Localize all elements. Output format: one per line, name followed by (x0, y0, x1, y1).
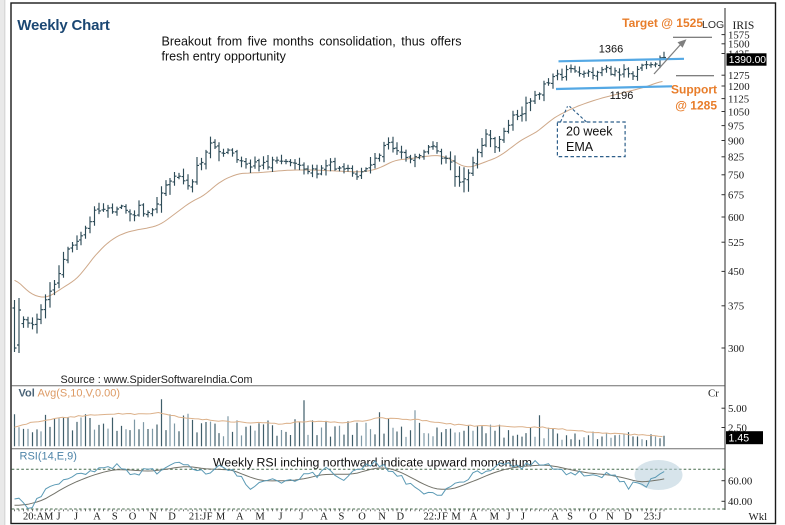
svg-text:21:J: 21:J (189, 512, 207, 523)
svg-text:RSI(14,E,9): RSI(14,E,9) (20, 450, 77, 462)
svg-text:675: 675 (728, 190, 744, 202)
svg-text:F: F (207, 512, 213, 523)
svg-text:1.45: 1.45 (729, 433, 750, 445)
svg-text:S: S (567, 512, 573, 523)
svg-text:300: 300 (728, 343, 744, 355)
svg-text:D: D (397, 512, 405, 523)
svg-text:fresh entry opportunity: fresh entry opportunity (162, 49, 287, 63)
svg-text:20:AM: 20:AM (23, 512, 54, 523)
svg-text:525: 525 (728, 237, 744, 249)
svg-text:1500: 1500 (728, 39, 750, 51)
svg-text:Vol: Vol (19, 388, 35, 400)
svg-text:J: J (300, 512, 304, 523)
svg-text:975: 975 (728, 120, 744, 132)
svg-text:1366: 1366 (599, 43, 623, 55)
svg-text:A: A (551, 512, 559, 523)
svg-text:1125: 1125 (728, 93, 749, 105)
svg-text:M: M (216, 512, 226, 523)
svg-text:O: O (358, 512, 366, 523)
svg-text:IRIS: IRIS (733, 20, 755, 32)
svg-text:600: 600 (728, 212, 744, 224)
svg-text:Breakout from five months cons: Breakout from five months consolidation,… (162, 34, 462, 48)
svg-text:M: M (451, 512, 461, 523)
svg-text:N: N (149, 512, 157, 523)
svg-text:1575: 1575 (728, 29, 750, 41)
svg-text:5.00: 5.00 (728, 403, 747, 415)
svg-text:Source : www.SpiderSoftwareInd: Source : www.SpiderSoftwareIndia.Com (61, 374, 253, 386)
svg-text:Avg(S,10,V,0.00): Avg(S,10,V,0.00) (38, 388, 121, 400)
svg-text:D: D (168, 512, 176, 523)
svg-text:D: D (624, 512, 632, 523)
svg-text:Support: Support (671, 83, 717, 97)
svg-text:40.00: 40.00 (728, 496, 752, 508)
svg-text:A: A (93, 512, 101, 523)
svg-text:450: 450 (728, 266, 744, 278)
svg-text:J: J (279, 512, 283, 523)
svg-text:Cr: Cr (708, 387, 719, 399)
svg-text:1050: 1050 (728, 106, 750, 118)
svg-text:Weekly Chart: Weekly Chart (17, 17, 110, 34)
svg-text:20 week: 20 week (566, 125, 613, 139)
svg-text:J: J (521, 512, 525, 523)
svg-text:1275: 1275 (728, 70, 750, 82)
svg-text:Wkl: Wkl (749, 511, 768, 523)
svg-text:M: M (490, 512, 500, 523)
svg-text:S: S (112, 512, 118, 523)
svg-text:825: 825 (728, 152, 744, 164)
svg-text:60.00: 60.00 (728, 476, 752, 488)
svg-text:S: S (338, 512, 344, 523)
svg-text:O: O (129, 512, 137, 523)
svg-text:Weekly RSI inching northward i: Weekly RSI inching northward indicate up… (213, 455, 532, 469)
svg-text:@ 1285: @ 1285 (675, 99, 717, 113)
svg-text:750: 750 (728, 170, 744, 182)
svg-text:A: A (470, 512, 478, 523)
svg-text:A: A (320, 512, 328, 523)
svg-text:Target @ 1525: Target @ 1525 (622, 16, 703, 30)
svg-text:F: F (442, 512, 448, 523)
svg-text:J: J (57, 512, 61, 523)
svg-text:N: N (378, 512, 386, 523)
svg-text:22:J: 22:J (424, 512, 442, 523)
svg-text:1196: 1196 (610, 90, 634, 102)
svg-text:1200: 1200 (728, 81, 750, 93)
svg-text:EMA: EMA (566, 140, 594, 154)
svg-text:A: A (236, 512, 244, 523)
svg-text:900: 900 (728, 135, 744, 147)
svg-text:J: J (74, 512, 78, 523)
svg-text:1390.00: 1390.00 (729, 55, 766, 66)
svg-text:M: M (255, 512, 265, 523)
svg-text:J: J (507, 512, 511, 523)
svg-text:375: 375 (728, 301, 744, 313)
svg-text:23:J: 23:J (644, 512, 662, 523)
svg-text:N: N (606, 512, 614, 523)
svg-text:O: O (589, 512, 597, 523)
svg-text:LOG: LOG (702, 19, 724, 31)
